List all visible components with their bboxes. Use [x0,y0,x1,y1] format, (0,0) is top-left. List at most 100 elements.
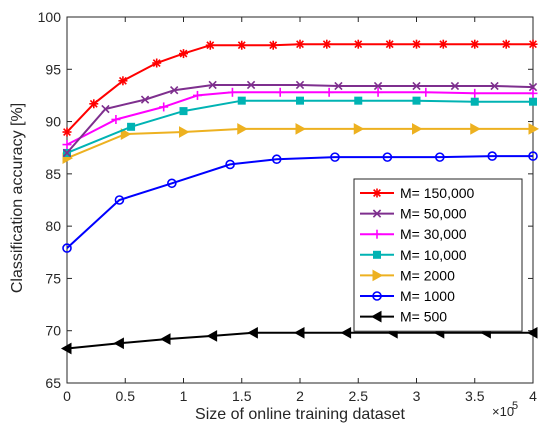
data-point-marker [334,81,343,91]
data-point-marker [502,40,511,49]
x-tick-label: 2.5 [349,388,369,404]
data-point-marker [526,326,538,339]
x-tick-label: 0 [63,388,71,404]
data-point-marker [373,81,383,91]
data-point-marker [470,40,479,49]
legend-label: M= 150,000 [400,185,475,201]
data-point-marker [439,40,448,49]
data-point-marker [470,123,481,135]
legend-entry: M= 50,000 [360,206,467,222]
x-tick-label: 4 [529,388,537,404]
legend-marker [372,291,382,301]
legend-label: M= 30,000 [400,226,467,242]
data-point-marker [528,151,538,161]
data-point-marker [296,40,304,49]
legend-label: M= 1000 [400,288,455,304]
series-m-500 [60,326,538,355]
legend-label: M= 2000 [400,267,455,283]
data-point-marker [412,81,421,91]
data-point-marker [528,123,539,135]
x-tick-label: 0.5 [116,388,136,404]
x-multiplier-exponent: 5 [512,400,518,412]
data-point-marker [412,123,423,135]
x-tick-label: 1 [180,388,188,404]
y-tick-label: 75 [45,270,61,286]
data-point-marker [118,76,127,85]
y-tick-label: 95 [45,61,61,77]
data-point-marker [529,97,537,106]
data-point-marker [293,326,305,339]
data-point-marker [295,80,305,90]
x-axis-label: Size of online training dataset [195,406,405,423]
y-tick-label: 100 [38,9,62,25]
series-m-150-000 [62,39,538,137]
legend-marker [372,269,384,282]
data-point-marker [206,41,215,50]
data-point-marker [353,123,365,135]
data-point-marker [152,59,161,67]
data-point-marker [208,80,217,90]
data-point-marker [179,107,188,116]
data-point-marker [63,128,71,136]
series-line [66,155,533,249]
data-point-marker [62,148,72,158]
data-point-marker [434,152,445,162]
data-point-marker [296,96,304,105]
x-tick-label: 1.5 [232,388,252,404]
legend-marker [370,310,382,323]
series-m-1000 [62,151,538,253]
data-point-marker [340,326,352,339]
data-point-marker [167,178,177,189]
data-point-marker [529,40,537,49]
tick-labels: 0 0.5 1 1.5 2 2.5 3 3.5 4 65 70 75 80 85 90 95 100 [38,9,537,404]
legend-marker [373,189,381,197]
data-point-marker [237,123,248,135]
data-point-marker [140,95,150,104]
x-tick-label: 2 [296,388,304,404]
x-tick-label: 3 [413,388,421,404]
data-point-marker [322,40,331,49]
legend-label: M= 50,000 [400,206,467,222]
series-m-30-000 [62,87,538,150]
data-point-marker [295,123,307,135]
data-point-marker [330,152,340,162]
data-point-marker [120,128,132,140]
data-point-marker [470,97,479,106]
legend-marker [372,209,382,218]
data-point-marker [487,151,498,161]
data-point-marker [113,337,124,350]
y-tick-label: 90 [45,114,61,130]
data-point-marker [382,152,393,162]
data-point-marker [114,195,125,205]
data-point-marker [179,49,188,58]
data-point-marker [89,99,98,108]
data-point-marker [237,96,246,105]
data-point-marker [246,80,256,90]
legend-entry: M= 10,000 [360,247,467,263]
series-layer [60,39,539,355]
y-tick-label: 85 [45,166,61,182]
legend-marker [373,250,381,259]
data-point-marker [247,326,258,339]
series-m-50-000 [62,80,538,158]
data-point-marker [62,243,72,253]
data-point-marker [271,154,282,165]
x-multiplier-base: ×10 [492,404,514,419]
legend-entry: M= 30,000 [360,226,467,242]
legend-label: M= 10,000 [400,247,467,263]
y-tick-label: 70 [45,323,61,339]
series-m-10-000 [63,96,537,157]
data-point-marker [101,104,110,114]
legend-entry: M= 150,000 [360,185,475,201]
legend: M= 150,000 M= 50,000 M= 30,000 M= 10,000 M= … [353,178,523,332]
data-point-marker [528,82,538,92]
data-point-marker [354,96,363,105]
legend-entry: M= 1000 [360,288,455,304]
data-point-marker [159,333,171,345]
y-tick-label: 80 [45,218,61,234]
y-axis-label: Classification accuracy [%] [9,103,26,293]
data-point-marker [269,41,278,50]
data-point-marker [450,81,460,91]
data-point-marker [412,40,421,49]
